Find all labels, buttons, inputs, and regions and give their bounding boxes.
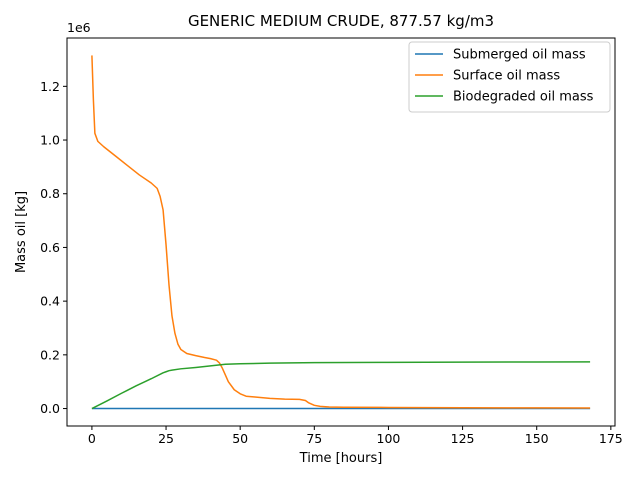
x-tick-label: 0: [88, 431, 96, 446]
x-tick-label: 150: [525, 431, 549, 446]
y-tick-label: 1.2: [40, 79, 60, 94]
legend-label-1: Surface oil mass: [453, 69, 560, 84]
y-tick-label: 0.2: [40, 347, 60, 362]
x-tick-label: 125: [451, 431, 475, 446]
series-line-2: [91, 361, 591, 410]
x-axis-ticks: 0 25 50 75 100 125 150 175: [88, 426, 623, 446]
x-tick-label: 100: [377, 431, 401, 446]
y-tick-label: 1.0: [40, 133, 60, 148]
y-axis-ticks: 0.0 0.2 0.4 0.6 0.8 1.0 1.2: [40, 79, 67, 416]
y-tick-label: 0.4: [40, 294, 60, 309]
plot-frame: [66, 37, 616, 427]
plot-area: 0 25 50 75 100 125 150 175 0.0 0.2 0.4 0.6 0.8 1.0 1.…: [40, 37, 623, 446]
chart-title: GENERIC MEDIUM CRUDE, 877.57 kg/m3: [188, 12, 494, 30]
y-offset-label: 1e6: [67, 20, 91, 35]
series-line-1: [91, 55, 591, 409]
y-tick-label: 0.8: [40, 186, 60, 201]
x-axis-label: Time [hours]: [299, 451, 383, 466]
legend-frame: [408, 41, 611, 113]
y-tick-label: 0.6: [40, 240, 60, 255]
x-tick-label: 175: [599, 431, 623, 446]
y-tick-label: 0.0: [40, 401, 60, 416]
x-tick-label: 75: [306, 431, 322, 446]
y-axis-label: Mass oil [kg]: [14, 191, 29, 273]
series-layer: [91, 55, 591, 410]
legend-label-2: Biodegraded oil mass: [453, 90, 594, 105]
legend: Submerged oil mass Surface oil mass Biodeg…: [408, 41, 611, 113]
x-tick-label: 50: [232, 431, 248, 446]
x-tick-label: 25: [158, 431, 174, 446]
legend-label-0: Submerged oil mass: [453, 48, 586, 63]
